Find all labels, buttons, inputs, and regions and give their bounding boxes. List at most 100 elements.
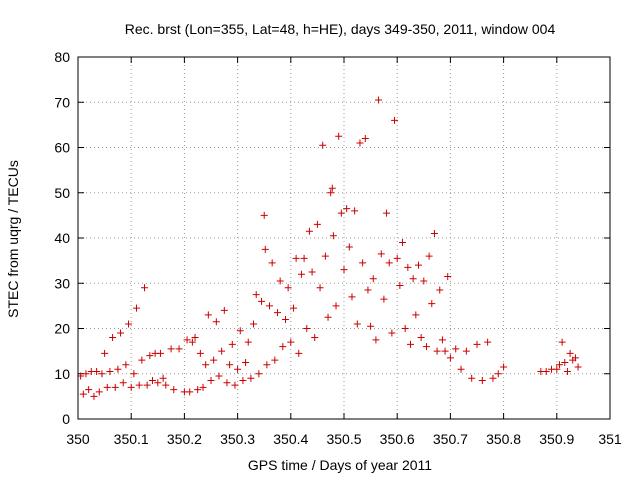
data-point: [148, 377, 156, 385]
x-tick-label: 350.4: [273, 431, 308, 447]
data-point: [433, 347, 441, 355]
data-point: [328, 184, 336, 192]
data-point: [228, 340, 236, 348]
data-point: [380, 295, 388, 303]
data-point: [236, 327, 244, 335]
data-point: [571, 354, 579, 362]
data-points: [77, 96, 582, 400]
x-tick-label: 350.5: [326, 431, 361, 447]
data-point: [109, 334, 117, 342]
data-point: [436, 286, 444, 294]
data-point: [274, 309, 281, 317]
x-tick-label: 350.7: [433, 431, 468, 447]
x-tick-label: 350.8: [486, 431, 521, 447]
chart-title: Rec. brst (Lon=355, Lat=48, h=HE), days …: [125, 21, 556, 37]
data-point: [90, 392, 98, 400]
data-point: [114, 365, 122, 373]
data-point: [343, 205, 351, 213]
data-point: [300, 254, 308, 262]
data-point: [335, 132, 343, 140]
data-point: [452, 345, 460, 353]
data-point: [218, 347, 226, 355]
data-point: [130, 370, 138, 378]
data-point: [287, 338, 295, 346]
data-point: [441, 347, 449, 355]
data-point: [345, 243, 353, 251]
data-point: [162, 381, 170, 389]
data-point: [367, 322, 375, 330]
data-point: [409, 275, 417, 283]
data-point: [210, 356, 218, 364]
y-tick-label: 60: [54, 140, 70, 156]
data-point: [553, 365, 561, 373]
data-point: [558, 338, 566, 346]
y-tick-label: 50: [54, 185, 70, 201]
data-point: [93, 367, 101, 375]
data-point: [566, 349, 574, 357]
data-point: [425, 252, 433, 260]
data-point: [276, 277, 284, 285]
data-point: [361, 134, 369, 142]
data-point: [321, 252, 329, 260]
data-point: [279, 343, 287, 351]
data-point: [484, 338, 492, 346]
data-point: [313, 220, 321, 228]
data-point: [188, 338, 196, 346]
data-point: [372, 336, 380, 344]
data-point: [263, 361, 271, 369]
data-point: [220, 306, 228, 314]
data-point: [247, 374, 255, 382]
data-point: [106, 367, 114, 375]
data-point: [316, 284, 324, 292]
data-point: [457, 365, 465, 373]
data-point: [369, 275, 377, 283]
y-tick-label: 30: [54, 275, 70, 291]
x-tick-label: 351: [598, 431, 622, 447]
data-point: [289, 304, 297, 312]
data-point: [399, 239, 407, 247]
data-point: [462, 347, 470, 355]
y-tick-label: 20: [54, 321, 70, 337]
data-point: [364, 286, 372, 294]
data-point: [337, 209, 345, 217]
data-point: [542, 367, 550, 375]
data-point: [332, 302, 340, 310]
data-point: [351, 207, 359, 215]
data-point: [377, 250, 385, 258]
data-point: [356, 139, 364, 147]
data-point: [175, 345, 183, 353]
data-point: [261, 245, 269, 253]
data-point: [271, 356, 279, 364]
axis-ticks: 350 350.1 350.2 350.3 350.4 350.5 350.6 350.7 35…: [54, 49, 621, 447]
data-point: [494, 370, 502, 378]
data-point: [297, 270, 305, 278]
x-tick-label: 350.6: [380, 431, 415, 447]
y-tick-label: 10: [54, 366, 70, 382]
data-point: [141, 284, 148, 292]
data-point: [98, 370, 106, 378]
data-point: [478, 377, 486, 385]
data-point: [319, 141, 327, 149]
x-tick-label: 350.2: [167, 431, 202, 447]
data-point: [555, 361, 563, 369]
data-point: [135, 381, 143, 389]
data-point: [111, 383, 119, 391]
data-point: [242, 358, 250, 366]
x-tick-label: 350.9: [539, 431, 574, 447]
data-point: [473, 340, 481, 348]
data-point: [125, 320, 133, 328]
data-point: [353, 320, 361, 328]
data-point: [340, 266, 348, 274]
data-point: [146, 352, 154, 360]
x-axis-label: GPS time / Days of year 2011: [248, 457, 432, 473]
data-point: [103, 383, 111, 391]
data-point: [329, 232, 337, 240]
data-point: [430, 229, 438, 237]
data-point: [396, 282, 404, 290]
data-point: [563, 367, 571, 375]
x-tick-label: 350.1: [114, 431, 149, 447]
data-point: [359, 259, 367, 267]
data-point: [268, 259, 276, 267]
data-point: [77, 372, 85, 380]
